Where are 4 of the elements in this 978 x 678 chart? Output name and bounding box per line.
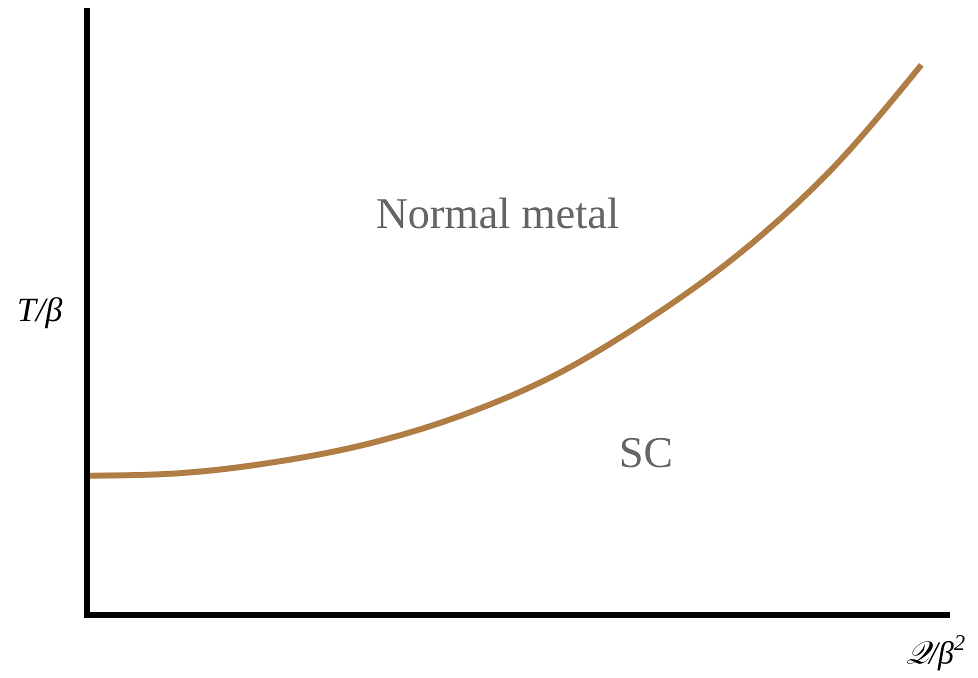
annotation: SC: [619, 428, 673, 477]
y-axis-title: T/β: [17, 292, 62, 329]
x-axis-title: 𝒬/β$^{2}$: [906, 630, 966, 670]
annotation: Normal metal: [376, 189, 620, 238]
